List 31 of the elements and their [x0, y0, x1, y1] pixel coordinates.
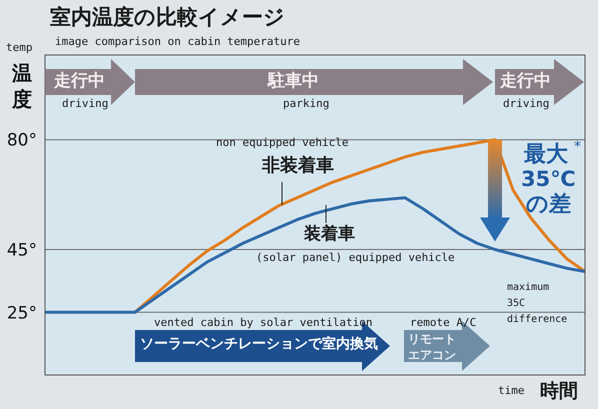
text: time	[498, 384, 524, 398]
annotation: リモート	[408, 332, 456, 346]
annotation: *	[574, 139, 581, 156]
y-tick-label: 80°	[6, 130, 37, 151]
annotation: 走行中	[500, 71, 551, 91]
annotation: difference	[507, 314, 568, 325]
series-label: 装着車	[304, 224, 355, 244]
annotation: maximum	[507, 282, 550, 293]
annotation: の差	[526, 192, 571, 218]
y-tick-label: 25°	[6, 303, 37, 324]
annotation: ソーラーベンチレーションで室内換気	[140, 336, 378, 352]
annotation: 35C	[507, 298, 526, 309]
annotation: 駐車中	[268, 71, 319, 91]
text: temp	[6, 41, 32, 54]
annotation: parking	[283, 97, 330, 110]
annotation: non equipped vehicle	[216, 136, 348, 150]
annotation: vented cabin by solar ventilation	[154, 316, 373, 330]
x-axis-title: 時間	[540, 380, 578, 402]
annotation: (solar panel) equipped vehicle	[256, 251, 455, 264]
annotation: driving	[503, 97, 550, 110]
annotation: エアコン	[408, 348, 456, 362]
chart-title: 室内温度の比較イメージ	[50, 5, 285, 30]
annotation: 最大	[524, 142, 568, 168]
annotation: 35℃	[521, 167, 576, 192]
annotation: driving	[62, 97, 108, 110]
y-axis-title: 温度	[12, 60, 33, 112]
annotation: 走行中	[54, 71, 105, 91]
series-label: 非装着車	[262, 155, 334, 176]
annotation: remote A/C	[410, 316, 476, 330]
chart-subtitle: image comparison on cabin temperature	[55, 35, 300, 48]
y-tick-label: 45°	[6, 240, 37, 261]
